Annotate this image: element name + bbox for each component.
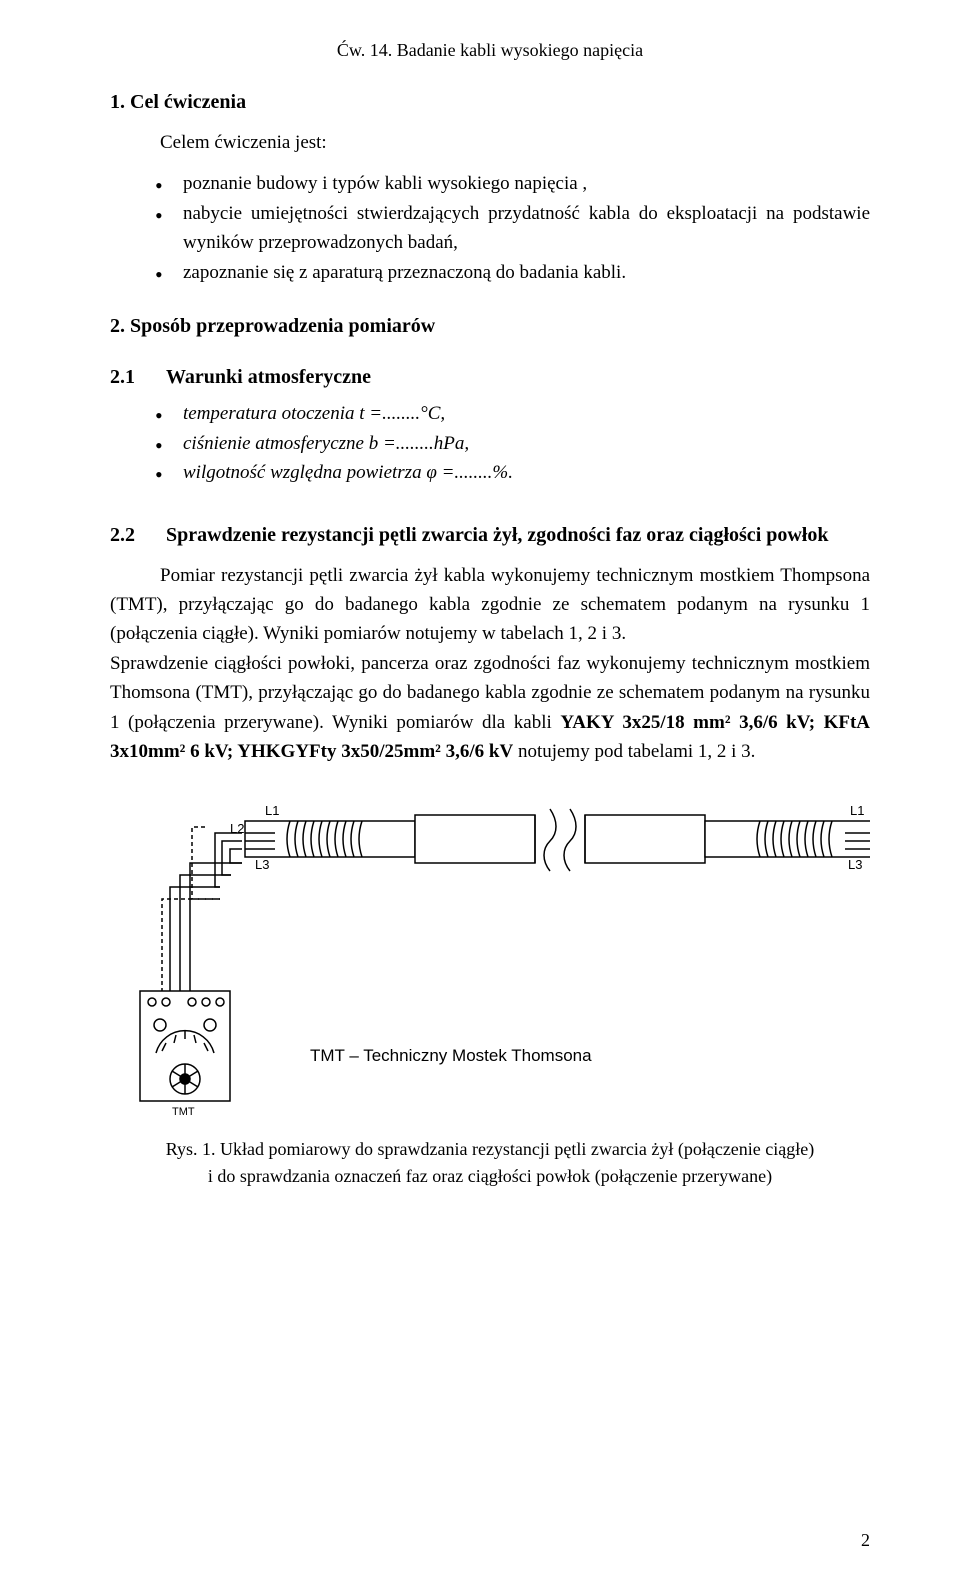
section-2-1-title: 2.1Warunki atmosferyczne bbox=[110, 366, 870, 389]
bullet-item: wilgotność względna powietrza φ =.......… bbox=[155, 458, 870, 487]
section-1-intro: Celem ćwiczenia jest: bbox=[160, 128, 870, 157]
label-l1-left: L1 bbox=[265, 803, 279, 818]
p2-part-c: notujemy pod tabelami 1, 2 i 3. bbox=[518, 741, 755, 762]
tmt-box-label: TMT bbox=[172, 1106, 195, 1118]
section-2-2-p2: Sprawdzenie ciągłości powłoki, pancerza … bbox=[110, 649, 870, 767]
fig-caption-line-1: Rys. 1. Układ pomiarowy do sprawdzania r… bbox=[166, 1139, 815, 1159]
diagram-svg: L1 L2 L3 L1 L2 L3 TMT TMT – Techniczny M… bbox=[110, 781, 870, 1121]
bullet-item: poznanie budowy i typów kabli wysokiego … bbox=[155, 169, 870, 198]
label-l1-right: L1 bbox=[850, 803, 864, 818]
heading-text: Warunki atmosferyczne bbox=[166, 366, 371, 388]
label-l2-left: L2 bbox=[230, 821, 244, 836]
bullet-item: nabycie umiejętności stwierdzających prz… bbox=[155, 199, 870, 258]
figure-1-caption: Rys. 1. Układ pomiarowy do sprawdzania r… bbox=[110, 1136, 870, 1192]
heading-number: 2.1 bbox=[110, 366, 166, 389]
section-2-2-p1: Pomiar rezystancji pętli zwarcia żył kab… bbox=[110, 561, 870, 649]
heading-number: 2.2 bbox=[110, 520, 166, 551]
label-l3-right: L3 bbox=[848, 857, 862, 872]
section-1-title: 1. Cel ćwiczenia bbox=[110, 91, 870, 114]
section-2-1-bullets: temperatura otoczenia t =........°C, ciś… bbox=[155, 399, 870, 487]
page-number: 2 bbox=[861, 1530, 870, 1551]
section-1-bullets: poznanie budowy i typów kabli wysokiego … bbox=[155, 169, 870, 287]
section-2-title: 2. Sposób przeprowadzenia pomiarów bbox=[110, 315, 870, 338]
page-header: Ćw. 14. Badanie kabli wysokiego napięcia bbox=[110, 40, 870, 61]
bullet-item: ciśnienie atmosferyczne b =........hPa, bbox=[155, 429, 870, 458]
tmt-caption: TMT – Techniczny Mostek Thomsona bbox=[310, 1046, 592, 1065]
bullet-item: zapoznanie się z aparaturą przeznaczoną … bbox=[155, 258, 870, 287]
bullet-item: temperatura otoczenia t =........°C, bbox=[155, 399, 870, 428]
heading-text: Sprawdzenie rezystancji pętli zwarcia ży… bbox=[166, 524, 829, 546]
label-l3-left: L3 bbox=[255, 857, 269, 872]
section-2-2-title: 2.2Sprawdzenie rezystancji pętli zwarcia… bbox=[110, 520, 870, 551]
figure-1: L1 L2 L3 L1 L2 L3 TMT TMT – Techniczny M… bbox=[110, 781, 870, 1126]
fig-caption-line-2: i do sprawdzania oznaczeń faz oraz ciągł… bbox=[208, 1166, 772, 1186]
